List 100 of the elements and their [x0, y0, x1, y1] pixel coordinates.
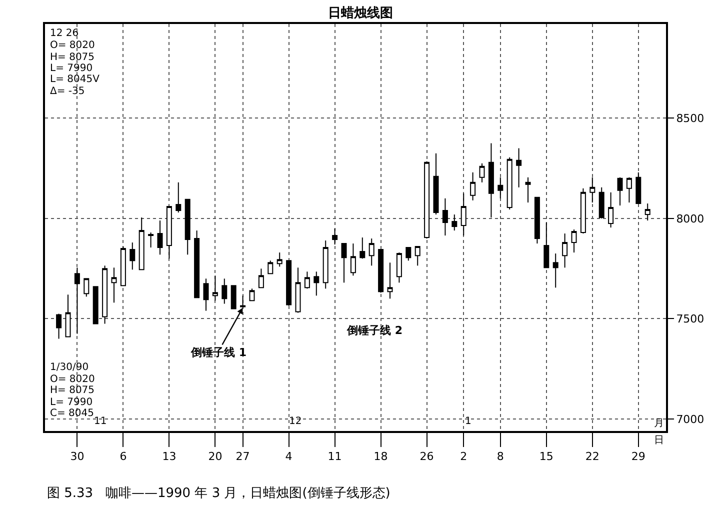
- candlestick: [194, 230, 200, 298]
- annotation: C= 8045: [50, 408, 94, 419]
- candlestick: [598, 186, 604, 219]
- x-tick-label: 20: [208, 450, 222, 464]
- chart-title: 日蜡烛线图: [328, 4, 393, 21]
- candlestick: [360, 237, 366, 260]
- candlestick: [470, 172, 476, 201]
- candlestick: [396, 252, 402, 284]
- annotation: 倒锤子线 1: [190, 346, 246, 359]
- candlestick: [268, 260, 274, 274]
- annotation: 倒锤子线 2: [346, 324, 402, 337]
- annotation: Δ= -35: [50, 86, 85, 97]
- candlestick: [92, 286, 98, 324]
- candlestick: [562, 233, 568, 268]
- annotation: L= 7990: [50, 397, 93, 408]
- candlestick: [56, 313, 62, 340]
- candlestick: [130, 242, 136, 270]
- candlestick: [590, 176, 596, 203]
- candlestick: [166, 206, 172, 260]
- candlestick: [249, 288, 255, 302]
- candlestick: [322, 240, 328, 290]
- candlestick: [314, 271, 320, 296]
- candlestick: [506, 156, 512, 210]
- candlestick: [222, 278, 228, 304]
- candlestick: [341, 243, 347, 284]
- candlestick: [460, 192, 466, 236]
- x-tick-label: 29: [631, 450, 646, 464]
- candlestick: [276, 252, 282, 268]
- x-tick-label: 30: [70, 450, 84, 464]
- candlestick: [644, 202, 650, 221]
- candlestick: [552, 253, 558, 288]
- candlestick: [295, 267, 301, 314]
- candlestick: [424, 160, 430, 240]
- candlestick: [212, 275, 218, 302]
- candlestick: [452, 214, 458, 232]
- candlestick: [488, 142, 494, 218]
- x-tick-label: 26: [420, 450, 434, 464]
- candlestick: [433, 152, 439, 215]
- candlestick: [120, 246, 126, 286]
- caption: 图 5.33 咖啡——1990 年 3 月，日蜡烛图(倒锤子线形态): [47, 486, 390, 501]
- x-tick-label: 18: [374, 450, 388, 464]
- x-tick-label: 4: [285, 450, 292, 464]
- annotation: 1/30/90: [50, 362, 89, 373]
- y-tick-label: 7000: [676, 412, 704, 426]
- candlestick: [571, 229, 577, 254]
- annotation: O= 8020: [50, 374, 95, 385]
- candlestick: [230, 285, 236, 310]
- candlestick: [498, 176, 504, 199]
- x-tick-label: 27: [236, 450, 250, 464]
- x-tick-label: 2: [460, 450, 468, 464]
- annotation: 11: [94, 416, 107, 427]
- annotation: H= 8075: [50, 385, 95, 396]
- candlestick: [406, 247, 412, 262]
- annotation: 1: [465, 416, 472, 427]
- text: 日: [654, 435, 664, 446]
- x-tick-label: 13: [162, 450, 176, 464]
- candlestick: [148, 232, 154, 248]
- candlestick: [378, 249, 384, 294]
- candlestick: [184, 198, 190, 256]
- candlestick: [84, 278, 90, 298]
- x-tick-label: 22: [585, 450, 600, 464]
- candlestick: [525, 176, 531, 203]
- candlestick: [176, 182, 182, 213]
- candlestick: [608, 192, 614, 228]
- candlestick: [479, 162, 485, 183]
- x-tick-label: 6: [120, 450, 127, 464]
- candlestick: [157, 220, 163, 256]
- annotation: O= 8020: [50, 40, 95, 51]
- annotation: L= 8045V: [50, 74, 100, 85]
- candlestick: [442, 198, 448, 236]
- annotation: 月: [654, 418, 664, 429]
- x-tick-label: 15: [539, 450, 554, 464]
- annotation: L= 7990: [50, 63, 93, 74]
- candlestick: [636, 172, 642, 204]
- candlestick: [258, 268, 264, 288]
- candlestick: [544, 222, 550, 268]
- candlestick: [368, 238, 374, 266]
- annotation: 12: [289, 416, 302, 427]
- candlestick: [617, 176, 623, 206]
- candlestick: [111, 267, 117, 304]
- candlestick: [74, 267, 80, 334]
- x-tick-label: 8: [496, 450, 504, 464]
- candlestick: [414, 246, 420, 266]
- candlestick: [304, 271, 310, 290]
- y-tick-label: 7500: [676, 312, 704, 326]
- annotation: H= 8075: [50, 52, 95, 63]
- candlestick: [534, 196, 540, 244]
- candlestick: [138, 216, 144, 270]
- candlestick: [203, 278, 209, 312]
- candlestick: [286, 260, 292, 306]
- y-tick-label: 8000: [676, 212, 704, 226]
- x-tick-label: 11: [328, 450, 342, 464]
- candlestick: [65, 294, 71, 338]
- annotation: 12 26: [50, 28, 79, 39]
- candlestick: [350, 243, 356, 276]
- y-tick-label: 8500: [676, 112, 704, 126]
- candlestick: [516, 148, 522, 188]
- candlestick: [332, 228, 338, 246]
- candlestick: [387, 262, 393, 300]
- candlestick: [102, 265, 108, 324]
